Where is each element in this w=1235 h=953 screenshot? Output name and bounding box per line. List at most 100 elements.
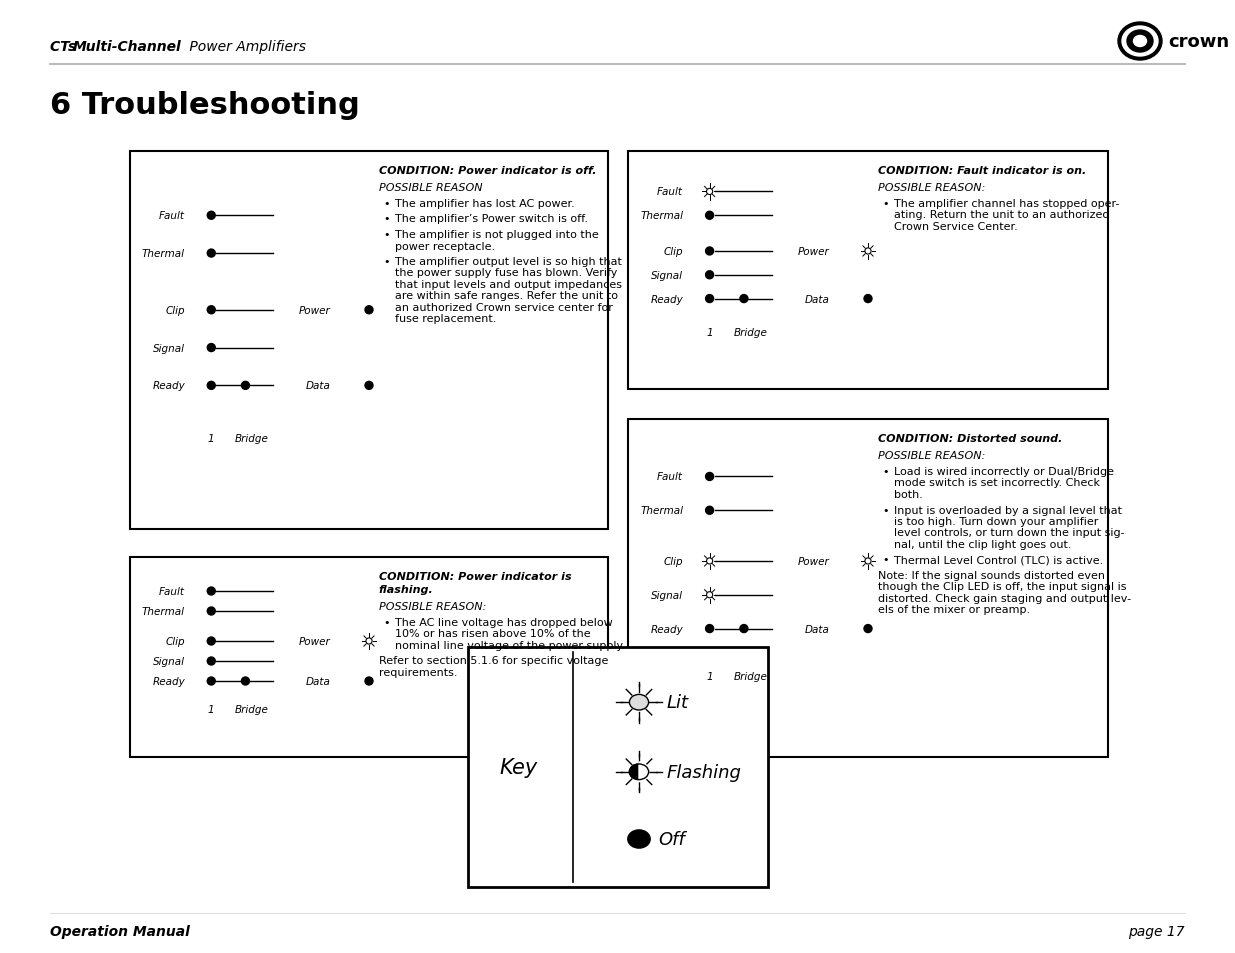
Ellipse shape bbox=[207, 307, 215, 314]
Text: •: • bbox=[383, 199, 390, 209]
Ellipse shape bbox=[705, 507, 714, 515]
Ellipse shape bbox=[207, 587, 215, 596]
Text: POSSIBLE REASON: POSSIBLE REASON bbox=[379, 183, 482, 193]
Text: Bridge: Bridge bbox=[235, 434, 268, 444]
Text: Flashing: Flashing bbox=[667, 763, 741, 781]
Text: Ready: Ready bbox=[651, 294, 683, 304]
Text: power receptacle.: power receptacle. bbox=[394, 241, 495, 252]
Text: Fault: Fault bbox=[159, 211, 185, 221]
Ellipse shape bbox=[705, 272, 714, 279]
Text: POSSIBLE REASON:: POSSIBLE REASON: bbox=[878, 451, 986, 460]
Text: The amplifier channel has stopped oper-: The amplifier channel has stopped oper- bbox=[894, 199, 1119, 209]
Text: is too high. Turn down your amplifier: is too high. Turn down your amplifier bbox=[894, 517, 1098, 526]
Text: CTs: CTs bbox=[49, 40, 82, 54]
Text: Ready: Ready bbox=[152, 677, 185, 686]
Text: level controls, or turn down the input sig-: level controls, or turn down the input s… bbox=[894, 528, 1124, 537]
Text: 1: 1 bbox=[706, 328, 713, 337]
Text: page 17: page 17 bbox=[1129, 924, 1186, 938]
Ellipse shape bbox=[705, 248, 714, 255]
Text: Signal: Signal bbox=[651, 271, 683, 280]
Ellipse shape bbox=[630, 695, 648, 710]
Text: Thermal: Thermal bbox=[640, 506, 683, 516]
Ellipse shape bbox=[864, 558, 871, 564]
Text: though the Clip LED is off, the input signal is: though the Clip LED is off, the input si… bbox=[878, 582, 1126, 592]
Text: Bridge: Bridge bbox=[734, 671, 767, 681]
Ellipse shape bbox=[630, 764, 648, 780]
Text: POSSIBLE REASON:: POSSIBLE REASON: bbox=[878, 183, 986, 193]
Text: Operation Manual: Operation Manual bbox=[49, 924, 190, 938]
Text: 1: 1 bbox=[207, 434, 215, 444]
Text: Thermal: Thermal bbox=[640, 211, 683, 221]
Ellipse shape bbox=[1118, 23, 1162, 61]
Text: Key: Key bbox=[500, 758, 538, 778]
Ellipse shape bbox=[366, 639, 372, 644]
Text: nal, until the clip light goes out.: nal, until the clip light goes out. bbox=[894, 539, 1071, 550]
Text: Input is overloaded by a signal level that: Input is overloaded by a signal level th… bbox=[894, 505, 1121, 515]
Text: flashing.: flashing. bbox=[379, 584, 433, 595]
Text: The amplifier has lost AC power.: The amplifier has lost AC power. bbox=[394, 199, 574, 209]
Text: Fault: Fault bbox=[657, 187, 683, 197]
Text: requirements.: requirements. bbox=[379, 667, 457, 678]
Text: •: • bbox=[383, 618, 390, 627]
Ellipse shape bbox=[207, 344, 215, 353]
Text: Ready: Ready bbox=[651, 624, 683, 634]
Text: •: • bbox=[882, 467, 889, 476]
Ellipse shape bbox=[366, 382, 373, 390]
Ellipse shape bbox=[706, 592, 713, 598]
Ellipse shape bbox=[705, 625, 714, 633]
Text: Load is wired incorrectly or Dual/Bridge: Load is wired incorrectly or Dual/Bridge bbox=[894, 467, 1114, 476]
Ellipse shape bbox=[706, 190, 713, 195]
Text: Power: Power bbox=[798, 247, 830, 256]
Wedge shape bbox=[638, 762, 648, 781]
Ellipse shape bbox=[706, 558, 713, 564]
Text: Power Amplifiers: Power Amplifiers bbox=[185, 40, 306, 54]
Text: 1: 1 bbox=[706, 671, 713, 681]
Text: Data: Data bbox=[805, 294, 830, 304]
Text: the power supply fuse has blown. Verify: the power supply fuse has blown. Verify bbox=[394, 268, 618, 278]
Ellipse shape bbox=[1123, 27, 1158, 57]
Ellipse shape bbox=[207, 658, 215, 665]
Text: •: • bbox=[882, 199, 889, 209]
Text: Bridge: Bridge bbox=[734, 328, 767, 337]
Text: Clip: Clip bbox=[663, 247, 683, 256]
Text: nominal line voltage of the power supply.: nominal line voltage of the power supply… bbox=[394, 640, 625, 650]
Text: Power: Power bbox=[299, 306, 331, 315]
Text: The amplifier output level is so high that: The amplifier output level is so high th… bbox=[394, 256, 621, 267]
Text: CONDITION: Power indicator is: CONDITION: Power indicator is bbox=[379, 572, 571, 581]
Bar bbox=[629, 419, 1108, 758]
Text: Bridge: Bridge bbox=[235, 704, 268, 714]
Text: CONDITION: Power indicator is off.: CONDITION: Power indicator is off. bbox=[379, 166, 597, 175]
Text: crown: crown bbox=[1168, 33, 1229, 51]
Text: Signal: Signal bbox=[651, 590, 683, 600]
Ellipse shape bbox=[241, 382, 249, 390]
Ellipse shape bbox=[1128, 30, 1153, 53]
Text: Off: Off bbox=[658, 830, 685, 848]
Text: an authorized Crown service center for: an authorized Crown service center for bbox=[394, 303, 613, 313]
Text: Lit: Lit bbox=[667, 694, 689, 712]
Text: Clip: Clip bbox=[663, 557, 683, 566]
Ellipse shape bbox=[705, 212, 714, 220]
Text: distorted. Check gain staging and output lev-: distorted. Check gain staging and output… bbox=[878, 594, 1131, 603]
Ellipse shape bbox=[705, 473, 714, 481]
Bar bbox=[468, 647, 768, 887]
Ellipse shape bbox=[864, 625, 872, 633]
Text: Clip: Clip bbox=[165, 637, 185, 646]
Text: •: • bbox=[383, 230, 390, 240]
Ellipse shape bbox=[241, 678, 249, 685]
Text: ating. Return the unit to an authorized: ating. Return the unit to an authorized bbox=[894, 211, 1109, 220]
Text: 6 Troubleshooting: 6 Troubleshooting bbox=[49, 91, 359, 119]
Text: Crown Service Center.: Crown Service Center. bbox=[894, 222, 1018, 232]
Text: CONDITION: Fault indicator is on.: CONDITION: Fault indicator is on. bbox=[878, 166, 1086, 175]
Bar bbox=[629, 152, 1108, 390]
Text: Thermal: Thermal bbox=[142, 606, 185, 617]
Text: both.: both. bbox=[894, 490, 923, 499]
Text: Multi-Channel: Multi-Channel bbox=[73, 40, 182, 54]
Text: Ready: Ready bbox=[152, 381, 185, 391]
Text: els of the mixer or preamp.: els of the mixer or preamp. bbox=[878, 605, 1030, 615]
Text: are within safe ranges. Refer the unit to: are within safe ranges. Refer the unit t… bbox=[394, 292, 618, 301]
Text: Fault: Fault bbox=[657, 472, 683, 482]
Ellipse shape bbox=[207, 250, 215, 258]
Text: Data: Data bbox=[306, 677, 331, 686]
Ellipse shape bbox=[207, 678, 215, 685]
Ellipse shape bbox=[705, 295, 714, 303]
